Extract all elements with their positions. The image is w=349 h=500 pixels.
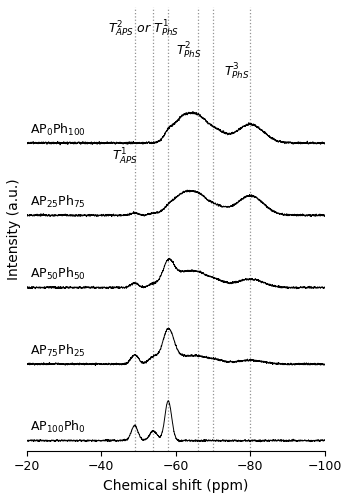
Text: $T^1_{\mathregular{APS}}$: $T^1_{\mathregular{APS}}$: [112, 146, 139, 167]
Text: $T^3_{\mathregular{PhS}}$: $T^3_{\mathregular{PhS}}$: [224, 62, 250, 82]
Text: $\mathrm{AP_0Ph_{100}}$: $\mathrm{AP_0Ph_{100}}$: [30, 122, 86, 138]
Text: $\mathrm{AP_{50}Ph_{50}}$: $\mathrm{AP_{50}Ph_{50}}$: [30, 266, 86, 282]
Y-axis label: Intensity (a.u.): Intensity (a.u.): [7, 178, 21, 280]
X-axis label: Chemical shift (ppm): Chemical shift (ppm): [103, 479, 248, 493]
Text: $\mathrm{AP_{75}Ph_{25}}$: $\mathrm{AP_{75}Ph_{25}}$: [30, 343, 86, 359]
Text: $\mathrm{AP_{100}Ph_0}$: $\mathrm{AP_{100}Ph_0}$: [30, 420, 86, 436]
Text: $\mathrm{AP_{25}Ph_{75}}$: $\mathrm{AP_{25}Ph_{75}}$: [30, 194, 86, 210]
Text: $T^2_{\mathregular{PhS}}$: $T^2_{\mathregular{PhS}}$: [176, 40, 202, 60]
Text: $T^2_{\mathregular{APS}}$ or $T^1_{\mathregular{PhS}}$: $T^2_{\mathregular{APS}}$ or $T^1_{\math…: [108, 19, 180, 40]
